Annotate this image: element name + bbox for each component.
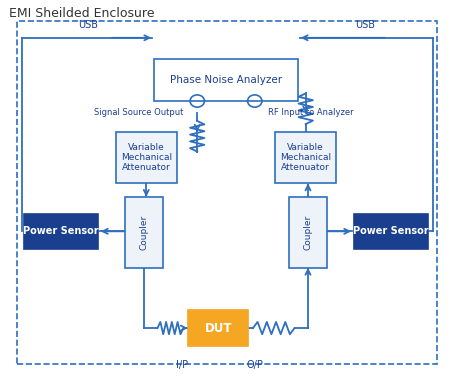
Text: DUT: DUT xyxy=(204,322,231,335)
Bar xyxy=(24,214,98,249)
Text: Phase Noise Analyzer: Phase Noise Analyzer xyxy=(170,75,281,85)
Text: O/P: O/P xyxy=(245,360,262,370)
Text: EMI Sheilded Enclosure: EMI Sheilded Enclosure xyxy=(9,7,155,20)
Text: USB: USB xyxy=(78,20,98,30)
Text: I/P: I/P xyxy=(175,360,188,370)
Bar xyxy=(275,132,335,183)
Text: Variable
Mechanical
Attenuator: Variable Mechanical Attenuator xyxy=(280,143,331,173)
Text: RF Input to Analyzer: RF Input to Analyzer xyxy=(267,108,353,117)
Bar xyxy=(288,197,327,268)
Text: Variable
Mechanical
Attenuator: Variable Mechanical Attenuator xyxy=(120,143,171,173)
Text: Coupler: Coupler xyxy=(139,215,148,250)
Text: Coupler: Coupler xyxy=(303,215,312,250)
Bar xyxy=(154,59,297,101)
Text: Power Sensor: Power Sensor xyxy=(353,226,428,236)
Text: Signal Source Output: Signal Source Output xyxy=(94,108,184,117)
Bar xyxy=(188,310,248,346)
Text: Power Sensor: Power Sensor xyxy=(23,226,98,236)
Text: USB: USB xyxy=(354,20,374,30)
Bar xyxy=(17,20,436,364)
Bar xyxy=(353,214,427,249)
Bar xyxy=(124,197,163,268)
Bar xyxy=(116,132,176,183)
